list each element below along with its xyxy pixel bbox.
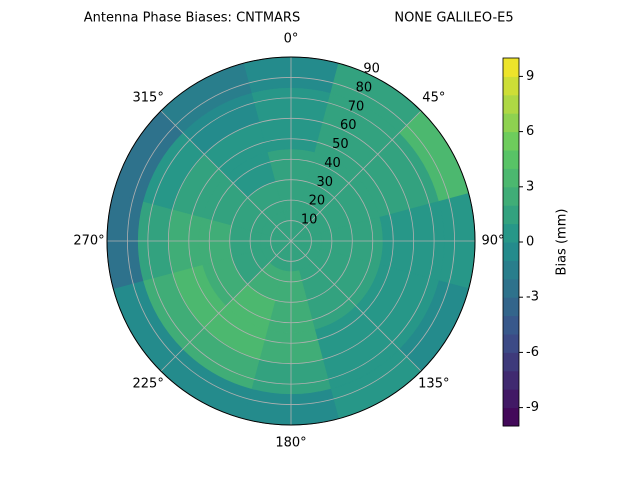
colorbar-tick-label: 3 xyxy=(526,179,534,194)
r-tick-label: 30 xyxy=(316,175,333,190)
chart-subtitle: NONE GALILEO-E5 xyxy=(394,11,513,26)
grid-spoke xyxy=(290,240,422,372)
polar-frame xyxy=(106,56,476,426)
colorbar-tick-label: -3 xyxy=(526,290,539,305)
r-tick-label: 80 xyxy=(356,80,373,95)
grid-spoke xyxy=(160,110,292,242)
colorbar-band xyxy=(503,223,519,243)
colorbar-band xyxy=(503,76,519,96)
colorbar-band xyxy=(503,315,519,335)
r-tick-label: 10 xyxy=(301,213,318,228)
colorbar-tick-label: 6 xyxy=(526,124,534,139)
colorbar-band xyxy=(503,205,519,225)
colorbar-band xyxy=(503,58,519,77)
theta-tick-label: 225° xyxy=(133,376,164,391)
r-tick-label: 40 xyxy=(324,156,341,171)
colorbar-band xyxy=(503,389,519,409)
colorbar-band xyxy=(503,150,519,169)
theta-tick-label: 90° xyxy=(481,234,504,249)
colorbar-band xyxy=(503,186,519,206)
colorbar-band xyxy=(503,260,519,280)
theta-tick-label: 315° xyxy=(133,91,164,106)
colorbar-band xyxy=(503,352,519,372)
r-tick-label: 20 xyxy=(309,194,326,209)
chart-title: Antenna Phase Biases: CNTMARS xyxy=(84,11,300,26)
colorbar-band xyxy=(503,297,519,317)
theta-tick-label: 45° xyxy=(422,91,445,106)
colorbar-band xyxy=(503,370,519,390)
colorbar-band xyxy=(503,113,519,133)
grid-spoke xyxy=(290,110,422,242)
colorbar-band xyxy=(503,278,519,298)
r-tick-label: 70 xyxy=(348,99,365,114)
theta-tick-label: 270° xyxy=(73,234,104,249)
r-tick-label: 90 xyxy=(363,62,380,77)
colorbar-tick-label: 9 xyxy=(526,69,534,84)
theta-tick-label: 135° xyxy=(418,376,449,391)
colorbar-band xyxy=(503,168,519,188)
colorbar-tick-label: -6 xyxy=(526,345,539,360)
colorbar-band xyxy=(503,334,519,353)
colorbar: -9 -6 -3 0 3 6 9 Bias (mm) xyxy=(502,57,570,427)
colorbar-band xyxy=(503,242,519,261)
grid-spoke xyxy=(160,240,292,372)
theta-tick-label: 0° xyxy=(284,32,299,47)
colorbar-band xyxy=(503,94,519,114)
colorbar-band xyxy=(503,407,519,427)
colorbar-tick-label: 0 xyxy=(526,235,534,250)
r-tick-label: 60 xyxy=(340,118,357,133)
colorbar-band xyxy=(503,131,519,151)
colorbar-label: Bias (mm) xyxy=(555,209,570,276)
theta-tick-label: 180° xyxy=(275,436,306,451)
polar-plot: 10 20 30 40 50 60 70 80 90 0° 45° 90° 135° 180° 225° 27… xyxy=(73,32,504,451)
colorbar-tick-label: -9 xyxy=(526,400,539,415)
r-tick-label: 50 xyxy=(332,137,349,152)
